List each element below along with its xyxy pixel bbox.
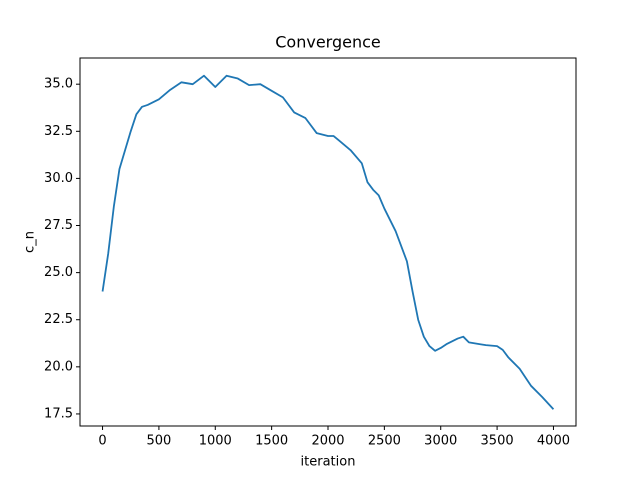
x-tick-label: 0 (98, 434, 106, 449)
x-tick-label: 3500 (481, 434, 514, 449)
x-tick-label: 2000 (311, 434, 344, 449)
x-tick-label: 4000 (537, 434, 570, 449)
y-tick-label: 17.5 (44, 406, 73, 421)
data-line (101, 74, 555, 410)
x-tick-label: 500 (146, 434, 171, 449)
x-tick-label: 1000 (199, 434, 232, 449)
x-axis-label: iteration (301, 455, 356, 470)
x-tick-label: 1500 (255, 434, 288, 449)
y-tick-label: 22.5 (44, 312, 73, 327)
y-tick-label: 25.0 (44, 265, 73, 280)
chart-title: Convergence (275, 33, 381, 52)
y-tick-label: 32.5 (44, 124, 73, 139)
y-axis-label: c_n (23, 231, 38, 253)
y-tick-label: 35.0 (44, 77, 73, 92)
x-tick-label: 3000 (424, 434, 457, 449)
y-tick-label: 27.5 (44, 218, 73, 233)
x-tick-label: 2500 (368, 434, 401, 449)
y-tick-label: 20.0 (44, 359, 73, 374)
plot-frame (79, 57, 577, 427)
y-tick-label: 30.0 (44, 171, 73, 186)
